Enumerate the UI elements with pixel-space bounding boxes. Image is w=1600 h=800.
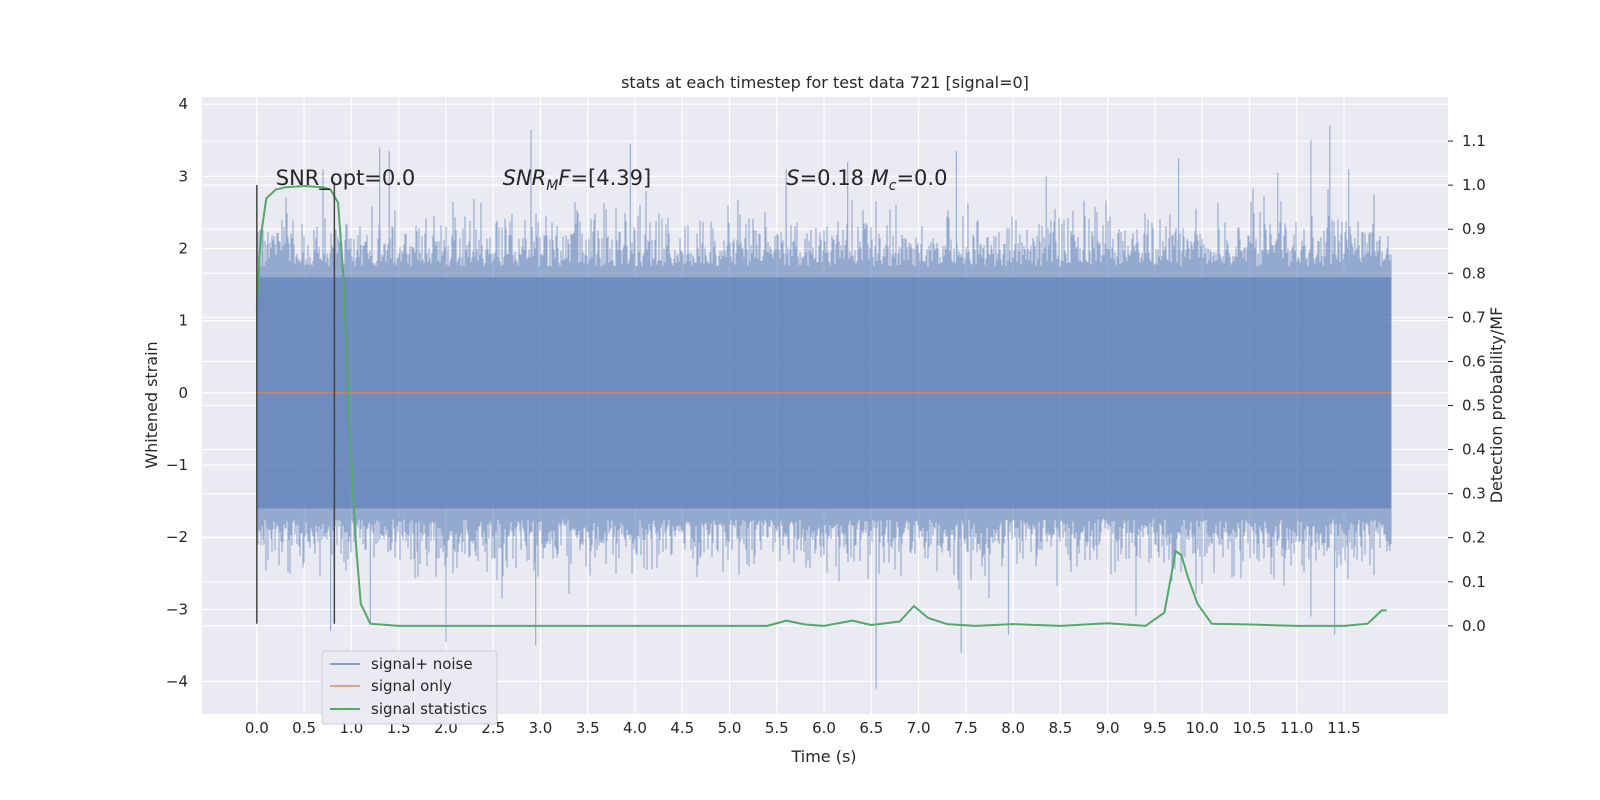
annotation-part: SNR	[503, 166, 547, 190]
legend-box	[321, 650, 498, 725]
annotation-part: =0.0	[896, 166, 947, 190]
annotation-2: S=0.18 Mc=0.0	[786, 166, 947, 194]
x-tick-label: 6.5	[859, 719, 883, 737]
y-right-tick-label: 1.0	[1462, 176, 1486, 194]
x-tick-label: 5.0	[718, 719, 742, 737]
y-right-tick-label: 0.4	[1462, 441, 1486, 459]
legend: signal+ noise signal only signal statist…	[321, 650, 498, 725]
annotation-part: M	[546, 178, 558, 194]
y-right-tick-label: 0.5	[1462, 397, 1486, 415]
y-right-tick-label: 0.1	[1462, 573, 1486, 591]
legend-label-signal-only: signal only	[371, 677, 452, 695]
annotation-part: S	[786, 166, 799, 190]
y-tick-label: 2	[178, 240, 188, 258]
y-tick-label: 3	[178, 167, 188, 185]
y-tick-label: 0	[178, 384, 188, 402]
y-right-tick-label: 0.0	[1462, 617, 1486, 635]
x-tick-label: 9.5	[1143, 719, 1167, 737]
x-axis-label: Time (s)	[790, 747, 856, 766]
y-right-tick-label: 0.2	[1462, 529, 1486, 547]
annotation-part: =0.18	[800, 166, 871, 190]
x-tick-label: 7.0	[907, 719, 931, 737]
x-tick-label: 0.5	[292, 719, 316, 737]
y-right-axis-ticks: 1.1 1.0 0.9 0.8 0.7 0.6 0.5 0.4 0.3 0.2 0.1 0.0	[1448, 132, 1486, 635]
y-tick-label: −4	[166, 673, 188, 691]
x-tick-label: 5.5	[765, 719, 789, 737]
y-axis-ticks: 4 3 2 1 0 −1 −2 −3 −4	[166, 95, 188, 690]
x-tick-label: 8.5	[1048, 719, 1072, 737]
x-tick-label: 3.5	[576, 719, 600, 737]
y-tick-label: −2	[166, 528, 188, 546]
y-right-axis-label: Detection probability/MF	[1487, 307, 1506, 504]
annotation-part: c	[889, 178, 897, 194]
annotation-part: M	[871, 166, 889, 190]
y-right-tick-label: 0.9	[1462, 220, 1486, 238]
vertical-markers	[256, 182, 336, 624]
y-tick-label: 4	[178, 95, 188, 113]
annotations: SNR_opt=0.0 SNRMF=[4.39] S=0.18 Mc=0.0	[276, 166, 948, 194]
y-right-tick-label: 0.8	[1462, 264, 1486, 282]
legend-label-signal-noise: signal+ noise	[371, 655, 473, 673]
x-tick-label: 8.0	[1001, 719, 1025, 737]
x-tick-label: 7.5	[954, 719, 978, 737]
y-right-tick-label: 0.3	[1462, 485, 1486, 503]
y-axis-label: Whitened strain	[142, 341, 161, 468]
x-axis-ticks: 0.0 0.5 1.0 1.5 2.0 2.5 3.0 3.5 4.0 4.5 5.0 5.5 6.0 6…	[245, 719, 1361, 737]
y-right-tick-label: 1.1	[1462, 132, 1486, 150]
x-tick-label: 6.0	[812, 719, 836, 737]
x-tick-label: 4.0	[623, 719, 647, 737]
y-right-tick-label: 0.7	[1462, 308, 1486, 326]
annotation-0: SNR_opt=0.0	[276, 166, 416, 191]
x-tick-label: 11.5	[1327, 719, 1360, 737]
x-tick-label: 4.5	[670, 719, 694, 737]
annotation-part: SNR_opt=0.0	[276, 166, 416, 191]
x-tick-label: 0.0	[245, 719, 269, 737]
annotation-1: SNRMF=[4.39]	[503, 166, 652, 194]
legend-label-signal-statistics: signal statistics	[371, 700, 487, 718]
x-tick-label: 9.0	[1096, 719, 1120, 737]
annotation-part: =[4.39]	[570, 166, 651, 190]
annotation-part: F	[558, 166, 571, 190]
x-tick-label: 10.0	[1186, 719, 1219, 737]
y-tick-label: −3	[166, 600, 188, 618]
x-tick-label: 11.0	[1280, 719, 1313, 737]
x-tick-label: 10.5	[1233, 719, 1266, 737]
y-tick-label: 1	[178, 312, 188, 330]
y-tick-label: −1	[166, 456, 188, 474]
chart-title: stats at each timestep for test data 721…	[621, 73, 1029, 92]
y-right-tick-label: 0.6	[1462, 352, 1486, 370]
x-tick-label: 3.0	[529, 719, 553, 737]
